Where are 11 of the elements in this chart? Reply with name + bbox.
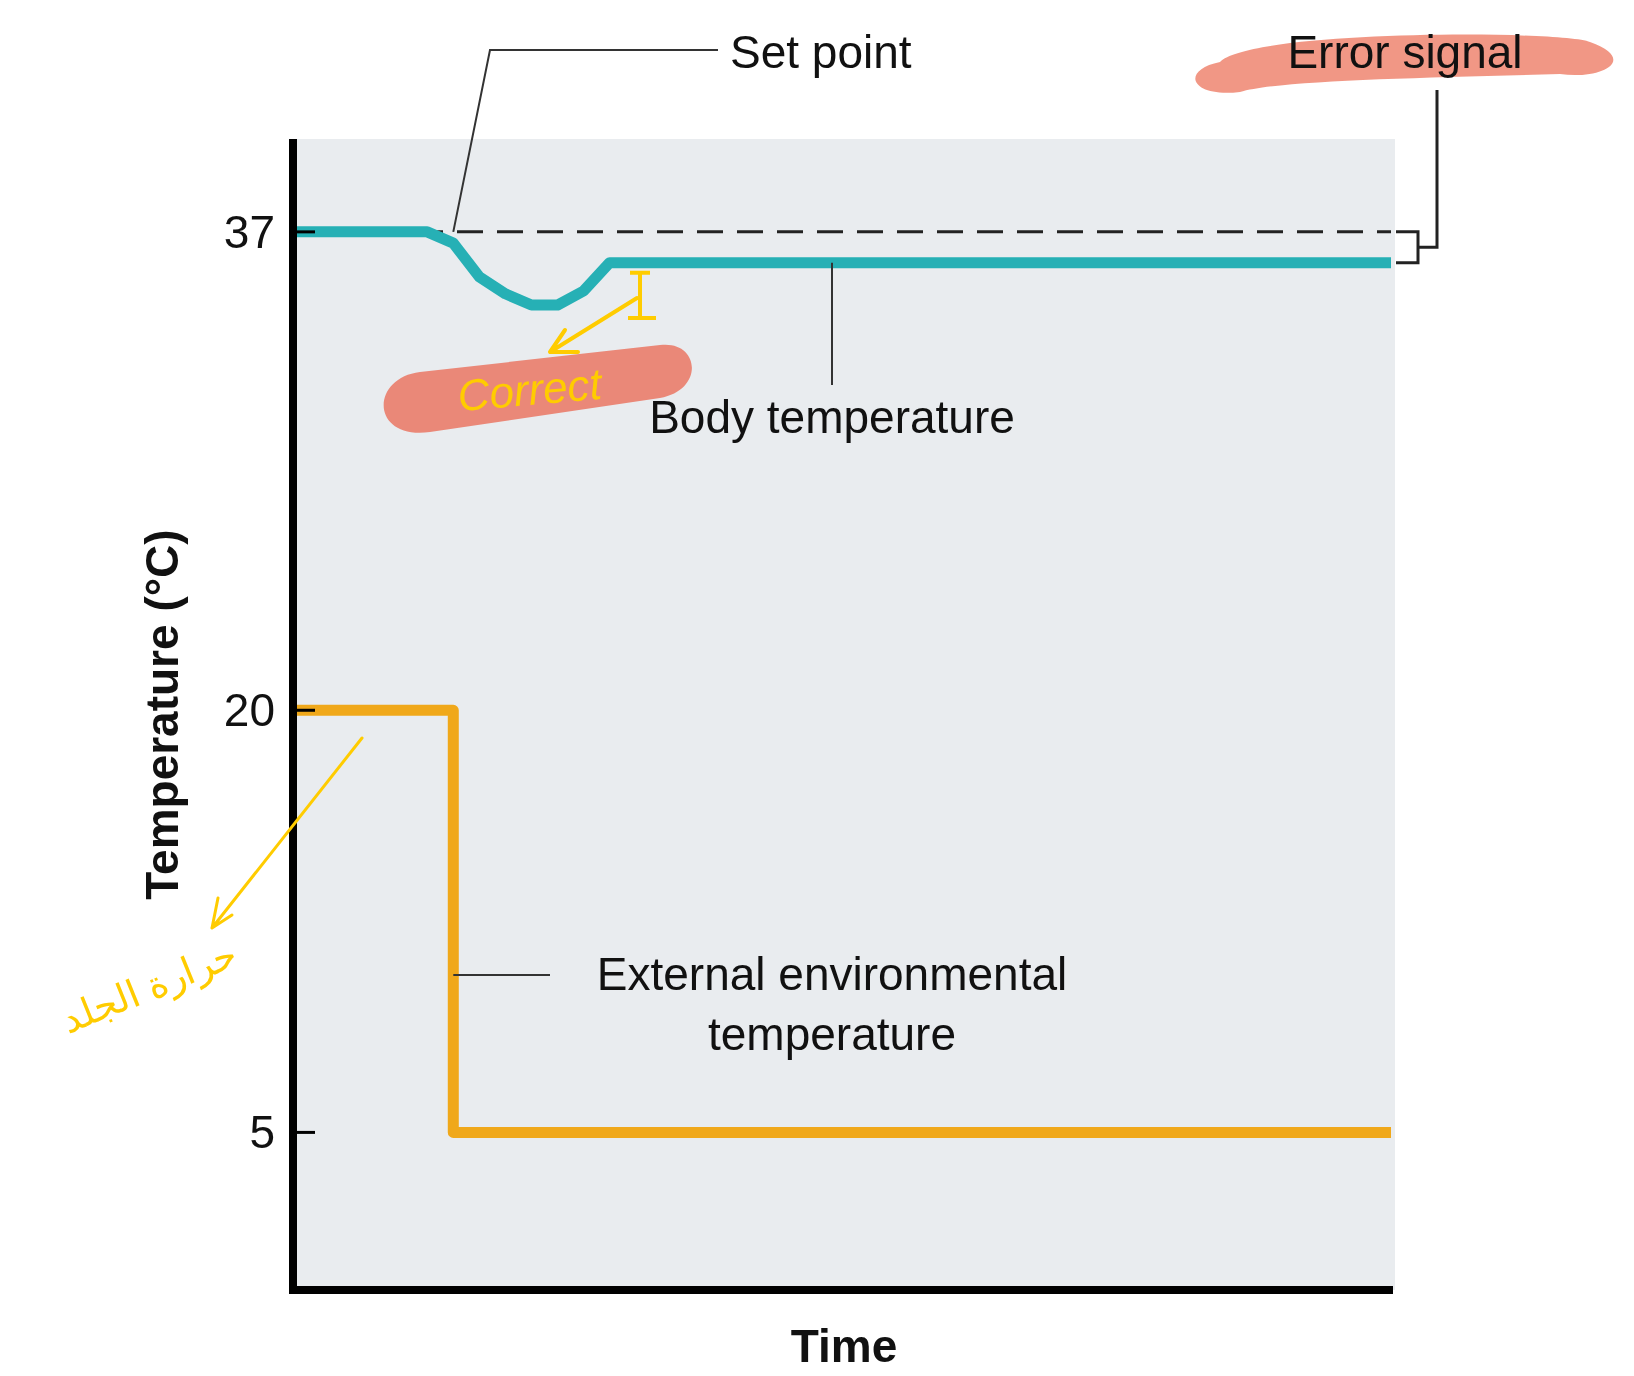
text: Set point	[730, 26, 912, 78]
text: Error signal	[1287, 26, 1523, 78]
y-tick-label: 5	[249, 1106, 275, 1159]
y-tick-label: 20	[223, 684, 275, 737]
text: حرارة الجلد	[55, 933, 244, 1044]
annotation: Correct	[455, 358, 606, 421]
x-axis-title: Time	[790, 1320, 898, 1372]
y-axis-title: Temperature (°C)	[136, 529, 188, 900]
annotation: External environmental temperature	[596, 948, 1068, 1060]
y-tick-label: 37	[223, 205, 275, 258]
annotation: Body temperature	[649, 391, 1015, 443]
